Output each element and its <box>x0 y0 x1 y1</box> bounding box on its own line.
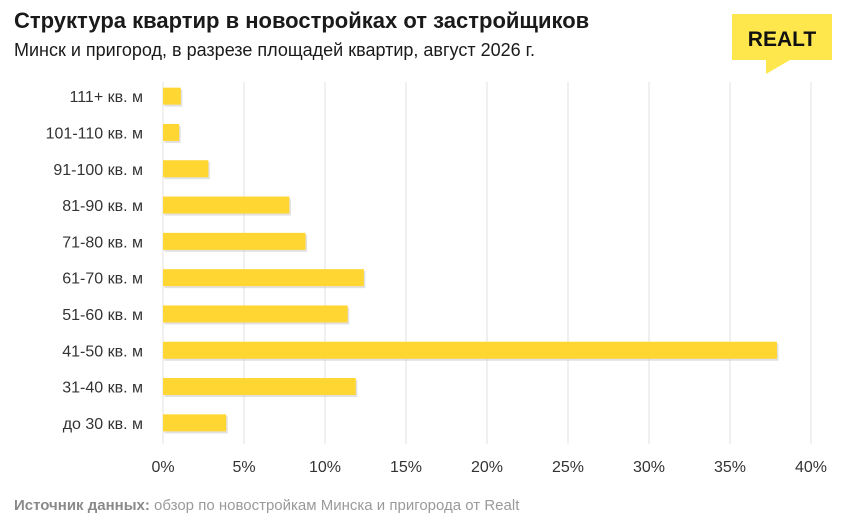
source-text: обзор по новостройкам Минска и пригорода… <box>154 497 520 514</box>
bars <box>163 87 779 434</box>
category-label: 51-60 кв. м <box>62 307 143 324</box>
bar <box>163 87 181 105</box>
x-tick-label: 5% <box>232 459 255 476</box>
category-label: 101-110 кв. м <box>46 125 143 142</box>
bar <box>163 196 290 214</box>
bar <box>163 341 777 359</box>
bar <box>163 378 356 396</box>
category-label: 111+ кв. м <box>70 89 144 106</box>
bar <box>163 414 227 432</box>
category-label: 41-50 кв. м <box>62 343 143 360</box>
x-axis-ticks: 0% 5% 10% 15% 20% 25% 30% 35% 40% <box>151 459 827 476</box>
category-label: 61-70 кв. м <box>62 271 143 288</box>
category-label: 31-40 кв. м <box>62 380 143 397</box>
chart-title: Структура квартир в новостройках от заст… <box>14 8 590 33</box>
x-tick-label: 35% <box>714 459 746 476</box>
category-label: до 30 кв. м <box>63 416 143 433</box>
source-note: Источник данных: обзор по новостройкам М… <box>14 497 519 514</box>
bar <box>163 123 180 141</box>
bar <box>163 305 348 323</box>
category-labels: 111+ кв. м 101-110 кв. м 91-100 кв. м 81-90… <box>46 89 143 433</box>
logo-text: REALT <box>748 28 817 51</box>
x-tick-label: 25% <box>552 459 584 476</box>
category-label: 91-100 кв. м <box>53 162 143 179</box>
chart-subtitle: Минск и пригород, в разрезе площадей ква… <box>14 40 535 60</box>
realt-logo: REALT <box>732 14 832 74</box>
bar <box>163 269 364 287</box>
x-tick-label: 0% <box>151 459 174 476</box>
x-tick-label: 30% <box>633 459 665 476</box>
x-tick-label: 20% <box>471 459 503 476</box>
x-tick-label: 40% <box>795 459 827 476</box>
logo-badge <box>732 14 832 74</box>
source-label: Источник данных: <box>14 497 150 514</box>
bar <box>163 160 209 178</box>
bar <box>163 232 306 250</box>
category-label: 71-80 кв. м <box>62 234 143 251</box>
x-tick-label: 15% <box>390 459 422 476</box>
category-label: 81-90 кв. м <box>62 198 143 215</box>
x-tick-label: 10% <box>309 459 341 476</box>
